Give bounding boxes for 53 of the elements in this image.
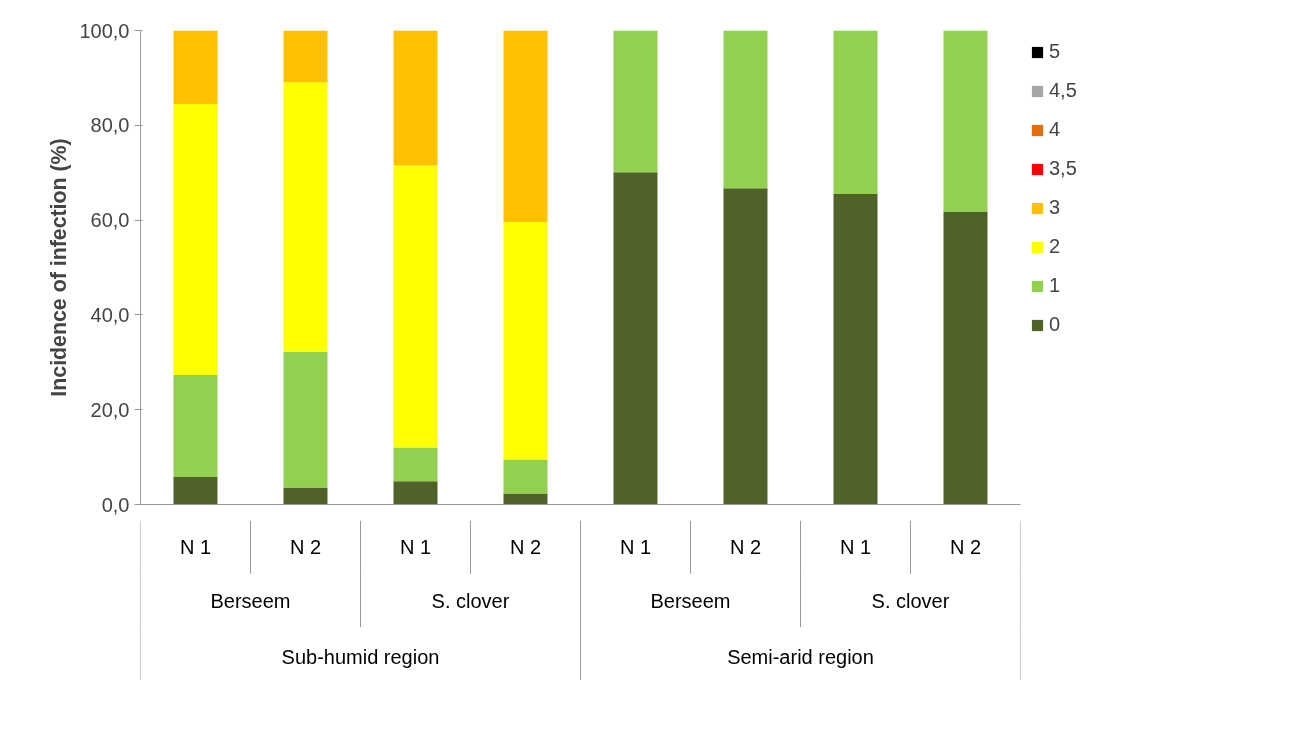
y-tick-label: 60,0 xyxy=(90,209,130,232)
bar xyxy=(833,30,878,195)
legend-label: 5 xyxy=(1049,40,1062,63)
x-tick-label: N 2 xyxy=(509,536,542,559)
legend-label: 2 xyxy=(1049,235,1062,258)
y-tick-label: 20,0 xyxy=(90,398,130,421)
bar xyxy=(503,459,548,494)
bar xyxy=(283,30,328,83)
x-tick-label: N 2 xyxy=(729,536,762,559)
text: Sub-humid region xyxy=(281,645,440,668)
bar xyxy=(613,30,658,173)
bar xyxy=(503,493,548,505)
bar xyxy=(723,188,768,505)
bar xyxy=(503,30,548,222)
bar xyxy=(503,222,548,460)
x-tick-label: N 1 xyxy=(399,536,432,559)
bar xyxy=(723,30,768,189)
bar xyxy=(833,194,878,505)
y-tick-label: 0,0 xyxy=(101,493,130,516)
legend-label: 1 xyxy=(1049,274,1062,297)
y-tick-label: 40,0 xyxy=(90,303,130,326)
text: S. clover xyxy=(871,589,950,612)
y-tick-label: 80,0 xyxy=(90,114,130,137)
legend-label: 3 xyxy=(1049,196,1062,219)
bar xyxy=(613,172,658,505)
text: S. clover xyxy=(431,589,510,612)
bar xyxy=(173,477,218,505)
bar xyxy=(943,211,988,505)
bar xyxy=(393,481,438,505)
legend-label: 0 xyxy=(1049,313,1062,336)
text: Berseem xyxy=(210,589,291,612)
legend-label: 4,5 xyxy=(1049,79,1077,102)
text: Berseem xyxy=(650,589,731,612)
bar xyxy=(173,103,218,376)
x-tick-label: N 2 xyxy=(289,536,322,559)
legend-label: 4 xyxy=(1049,118,1062,141)
bar xyxy=(393,165,438,448)
bar xyxy=(283,487,328,505)
x-tick-label: N 1 xyxy=(179,536,212,559)
bar xyxy=(173,375,218,478)
y-tick-label: 100,0 xyxy=(79,19,130,42)
bar xyxy=(943,30,988,212)
x-tick-label: N 2 xyxy=(949,536,982,559)
bar xyxy=(393,30,438,166)
bar xyxy=(283,82,328,352)
text: Semi-arid region xyxy=(727,645,874,668)
x-tick-label: N 1 xyxy=(619,536,652,559)
x-tick-label: N 1 xyxy=(839,536,872,559)
bar xyxy=(393,447,438,482)
y-axis-title: Incidence of infection (%) xyxy=(47,138,72,397)
bar xyxy=(173,30,218,104)
legend-label: 3,5 xyxy=(1049,157,1077,180)
bar xyxy=(283,351,328,488)
